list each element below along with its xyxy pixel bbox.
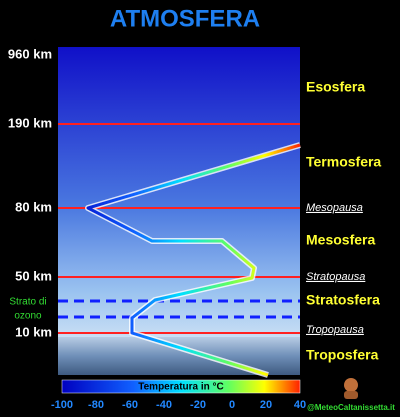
colorbar-label: Temperatura in °C bbox=[138, 382, 224, 393]
sky bbox=[58, 47, 300, 337]
boundary-name: Mesopausa bbox=[306, 202, 363, 214]
ozone-label: ozono bbox=[14, 311, 42, 322]
altitude-label: 50 km bbox=[15, 268, 52, 283]
temperature-profile bbox=[86, 143, 301, 377]
colorbar bbox=[61, 379, 301, 394]
colorbar-tick: -60 bbox=[122, 399, 138, 411]
boundary-name: Tropopausa bbox=[306, 324, 364, 336]
ground bbox=[58, 337, 300, 375]
title: ATMOSFERA bbox=[110, 5, 260, 32]
layer-name: Termosfera bbox=[306, 154, 381, 170]
ozone-lines bbox=[58, 299, 300, 319]
layer-name: Mesosfera bbox=[306, 232, 375, 248]
altitude-label: 960 km bbox=[8, 46, 52, 61]
colorbar-ticks: -100 -80 -60 -40 -20 0 20 40 bbox=[51, 399, 306, 411]
colorbar-tick: -80 bbox=[88, 399, 104, 411]
boundary-name: Stratopausa bbox=[306, 271, 365, 283]
layer-name: Esosfera bbox=[306, 79, 365, 95]
colorbar-tick: 20 bbox=[260, 399, 272, 411]
colorbar-tick: -40 bbox=[156, 399, 172, 411]
colorbar-tick: 0 bbox=[229, 399, 235, 411]
colorbar-tick: -100 bbox=[51, 399, 73, 411]
ozone-label: Strato di bbox=[9, 297, 46, 308]
altitude-label: 10 km bbox=[15, 324, 52, 339]
altitude-label: 80 km bbox=[15, 199, 52, 214]
layer-name: Troposfera bbox=[306, 347, 379, 363]
altitude-label: 190 km bbox=[8, 115, 52, 130]
logo bbox=[344, 378, 358, 399]
colorbar-tick: -20 bbox=[190, 399, 206, 411]
layer-name: Stratosfera bbox=[306, 292, 380, 308]
watermark: @MeteoCaltanissetta.it bbox=[307, 403, 395, 412]
colorbar-tick: 40 bbox=[294, 399, 306, 411]
